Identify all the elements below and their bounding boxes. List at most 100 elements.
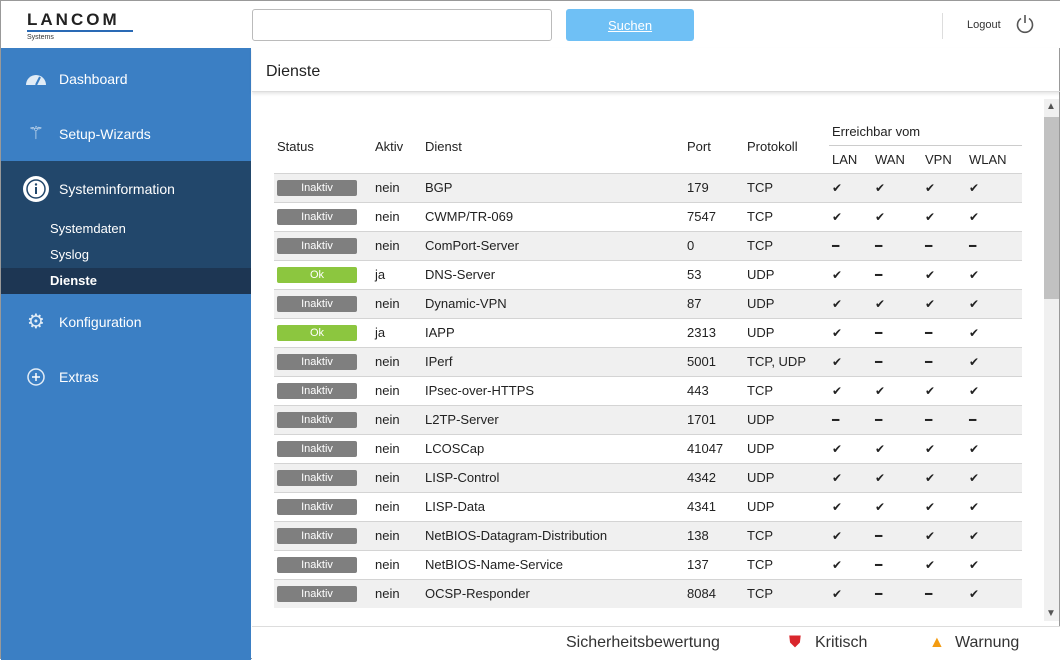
port-cell: 179 [684, 172, 744, 202]
check-icon: ✔ [872, 433, 922, 463]
dash-icon: ━ [872, 230, 922, 260]
dienst-cell: CWMP/TR-069 [422, 201, 684, 231]
dash-icon: ━ [872, 404, 922, 434]
table-row[interactable]: Inaktiv nein CWMP/TR-069 7547 TCP ✔ ✔ ✔ ✔ [274, 201, 1022, 231]
status-badge: Ok [277, 325, 357, 341]
sidebar-item-systeminformation[interactable]: Systeminformation [1, 161, 251, 216]
status-badge: Inaktiv [277, 528, 357, 544]
check-icon: ✔ [829, 433, 872, 463]
status-badge: Inaktiv [277, 470, 357, 486]
check-icon: ✔ [922, 375, 966, 405]
status-badge: Inaktiv [277, 209, 357, 225]
check-icon: ✔ [966, 433, 1022, 463]
port-cell: 1701 [684, 404, 744, 434]
table-row[interactable]: Inaktiv nein Dynamic-VPN 87 UDP ✔ ✔ ✔ ✔ [274, 288, 1022, 318]
table-row[interactable]: Inaktiv nein IPerf 5001 TCP, UDP ✔ ━ ━ ✔ [274, 346, 1022, 376]
header-status[interactable]: Status [277, 139, 314, 155]
scroll-up-icon[interactable]: ▲ [1046, 101, 1056, 112]
sidebar-item-label: Systeminformation [59, 180, 175, 197]
search-button[interactable]: Suchen [566, 9, 694, 41]
dash-icon: ━ [922, 317, 966, 347]
logo-text: LANCOM [27, 10, 120, 29]
check-icon: ✔ [966, 462, 1022, 492]
aktiv-cell: ja [372, 317, 422, 347]
power-icon[interactable] [1015, 14, 1035, 34]
dienst-cell: IAPP [422, 317, 684, 347]
warning-label[interactable]: Warnung [955, 634, 1020, 651]
aktiv-cell: nein [372, 375, 422, 405]
header-aktiv[interactable]: Aktiv [375, 139, 404, 155]
header-protokoll[interactable]: Protokoll [747, 139, 798, 155]
table-row[interactable]: Inaktiv nein L2TP-Server 1701 UDP ━ ━ ━ ━ [274, 404, 1022, 434]
dash-icon: ━ [922, 230, 966, 260]
table-row[interactable]: Inaktiv nein IPsec-over-HTTPS 443 TCP ✔ ✔ ✔… [274, 375, 1022, 405]
shield-alert-icon: ⛊ [789, 634, 802, 651]
header-vpn: VPN [925, 151, 952, 167]
dienst-cell: LISP-Control [422, 462, 684, 492]
table-row[interactable]: Ok ja IAPP 2313 UDP ✔ ━ ━ ✔ [274, 317, 1022, 347]
status-badge: Inaktiv [277, 383, 357, 399]
status-badge: Inaktiv [277, 180, 357, 196]
check-icon: ✔ [922, 491, 966, 521]
gauge-icon [1, 72, 59, 86]
check-icon: ✔ [966, 317, 1022, 347]
scroll-down-icon[interactable]: ▼ [1046, 608, 1056, 619]
dienst-cell: LISP-Data [422, 491, 684, 521]
check-icon: ✔ [922, 201, 966, 231]
sidebar-item-konfiguration[interactable]: ⚙ Konfiguration [1, 294, 251, 349]
table-row[interactable]: Ok ja DNS-Server 53 UDP ✔ ━ ✔ ✔ [274, 259, 1022, 289]
check-icon: ✔ [872, 462, 922, 492]
status-badge: Inaktiv [277, 412, 357, 428]
table-row[interactable]: Inaktiv nein NetBIOS-Datagram-Distributi… [274, 520, 1022, 550]
protokoll-cell: TCP [744, 520, 829, 550]
status-cell: Inaktiv [274, 578, 372, 608]
header-port[interactable]: Port [687, 139, 711, 155]
port-cell: 2313 [684, 317, 744, 347]
gear-icon: ⚙ [27, 311, 45, 333]
check-icon: ✔ [829, 172, 872, 202]
aktiv-cell: nein [372, 288, 422, 318]
check-icon: ✔ [829, 346, 872, 376]
table-row[interactable]: Inaktiv nein ComPort-Server 0 TCP ━ ━ ━ ━ [274, 230, 1022, 260]
protokoll-cell: UDP [744, 288, 829, 318]
header-lan: LAN [832, 151, 858, 167]
table-row[interactable]: Inaktiv nein LCOSCap 41047 UDP ✔ ✔ ✔ ✔ [274, 433, 1022, 463]
status-cell: Inaktiv [274, 172, 372, 202]
port-cell: 53 [684, 259, 744, 289]
protokoll-cell: TCP [744, 578, 829, 608]
status-badge: Ok [277, 267, 357, 283]
table-row[interactable]: Inaktiv nein LISP-Control 4342 UDP ✔ ✔ ✔ ✔ [274, 462, 1022, 492]
sidebar-item-label: Extras [59, 368, 99, 385]
status-cell: Inaktiv [274, 230, 372, 260]
table-row[interactable]: Inaktiv nein LISP-Data 4341 UDP ✔ ✔ ✔ ✔ [274, 491, 1022, 521]
scrollbar[interactable]: ▲ ▼ [1044, 99, 1059, 621]
port-cell: 0 [684, 230, 744, 260]
sidebar-item-dashboard[interactable]: Dashboard [1, 51, 251, 106]
table-row[interactable]: Inaktiv nein BGP 179 TCP ✔ ✔ ✔ ✔ [274, 172, 1022, 202]
dienst-cell: Dynamic-VPN [422, 288, 684, 318]
port-cell: 8084 [684, 578, 744, 608]
lancom-logo: LANCOM Systems [27, 10, 133, 41]
protokoll-cell: UDP [744, 259, 829, 289]
sidebar-subitem-systemdaten[interactable]: Systemdaten [50, 221, 126, 236]
check-icon: ✔ [872, 375, 922, 405]
dash-icon: ━ [872, 578, 922, 608]
check-icon: ✔ [922, 549, 966, 579]
sidebar-item-label: Setup-Wizards [59, 125, 151, 142]
logout-link[interactable]: Logout [967, 19, 1001, 31]
port-cell: 7547 [684, 201, 744, 231]
sidebar-subitem-syslog[interactable]: Syslog [50, 247, 90, 262]
dienst-cell: NetBIOS-Datagram-Distribution [422, 520, 684, 550]
header-dienst[interactable]: Dienst [425, 139, 462, 155]
table-row[interactable]: Inaktiv nein NetBIOS-Name-Service 137 TC… [274, 549, 1022, 579]
scrollbar-thumb[interactable] [1044, 117, 1059, 299]
sidebar-item-extras[interactable]: Extras [1, 349, 251, 404]
dash-icon: ━ [966, 230, 1022, 260]
sidebar-subitem-dienste[interactable]: Dienste [50, 273, 97, 288]
aktiv-cell: nein [372, 346, 422, 376]
search-input[interactable] [252, 9, 552, 41]
port-cell: 4342 [684, 462, 744, 492]
sidebar-item-setup-wizards[interactable]: ⚚ Setup-Wizards [1, 106, 251, 161]
critical-label[interactable]: Kritisch [815, 634, 868, 651]
table-row[interactable]: Inaktiv nein OCSP-Responder 8084 TCP ✔ ━ ━ ✔ [274, 578, 1022, 608]
